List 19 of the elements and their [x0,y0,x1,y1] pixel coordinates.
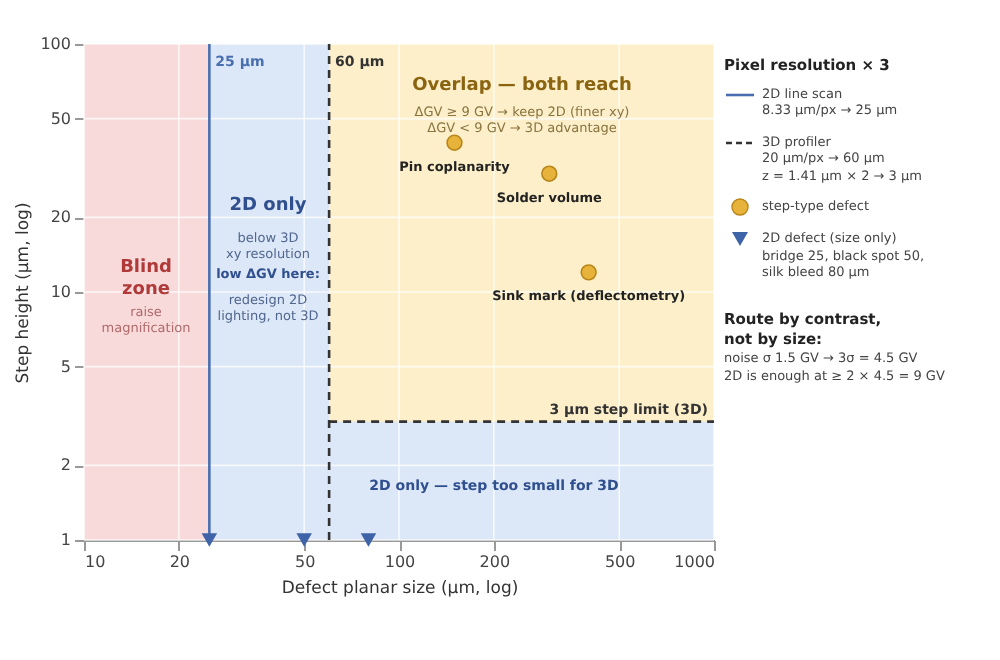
x-tick-label: 500 [604,553,636,571]
x-tick-label: 10 [85,553,106,571]
x-axis-title: Defect planar size (µm, log) [281,579,519,599]
x-tick-label: 200 [479,553,511,571]
annotation: 2D only [229,196,307,216]
y-axis-title: Step height (µm, log) [14,202,35,384]
x-tick-label: 20 [169,553,191,571]
y-tick-label: 20 [50,208,71,227]
y-tick-label: 1 [60,531,71,549]
x-tick-label: 1000 [674,553,715,571]
x-tick-label: 50 [294,553,316,571]
x-tick-label: 100 [384,553,416,571]
annotation: Blind zone [120,258,172,300]
y-tick-label: 50 [50,109,71,128]
y-tick-label: 2 [60,456,71,475]
annotation: Overlap — both reach [412,76,632,96]
y-tick-label: 5 [60,357,71,376]
y-tick-label: 100 [40,35,71,53]
y-tick-label: 10 [50,283,71,301]
